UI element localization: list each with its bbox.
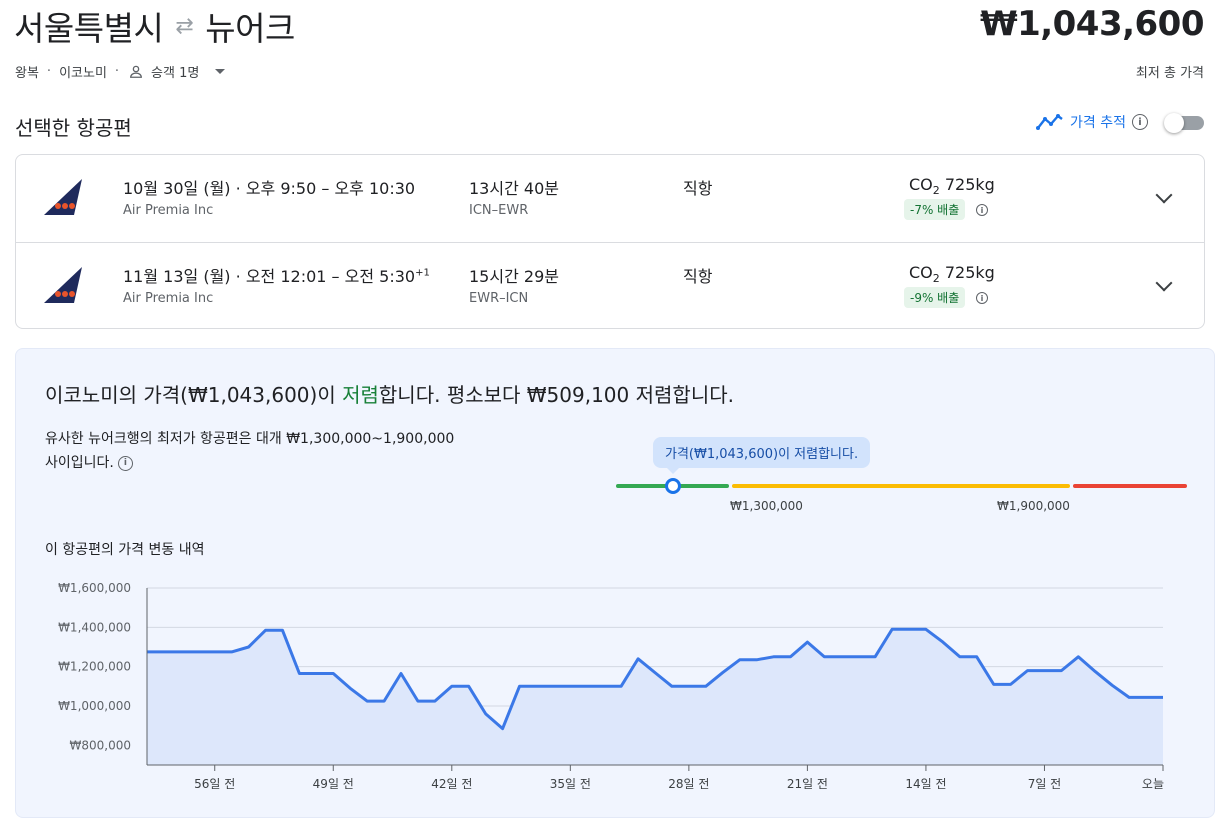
x-tick-label: 오늘 — [1142, 777, 1164, 791]
y-tick-label: ₩1,400,000 — [58, 620, 131, 634]
flight-route: ICN–EWR — [469, 203, 529, 218]
headline-post: 합니다. 평소보다 ₩509,100 저렴합니다. — [378, 383, 734, 407]
x-tick-label: 56일 전 — [194, 777, 235, 791]
emission-badge: -7% 배출 — [904, 199, 966, 220]
selected-flights-title: 선택한 항공편 — [15, 116, 132, 140]
route-title: 서울특별시 ⇄ 뉴어크 — [14, 6, 295, 48]
flight-date: 10월 30일 (월) — [123, 179, 231, 198]
price-tracking: 가격 추적 i — [1036, 112, 1206, 133]
info-icon[interactable]: i — [1132, 114, 1148, 130]
person-icon — [130, 65, 142, 78]
price-band-typical — [732, 484, 1070, 488]
airline-name: Air Premia Inc — [123, 291, 214, 306]
airline-logo-icon — [44, 267, 82, 303]
flight-duration: 15시간 29분 — [469, 267, 559, 286]
price-insight-headline: 이코노미의 가격(₩1,043,600)이 저렴합니다. 평소보다 ₩509,1… — [45, 379, 734, 408]
track-prices-label: 가격 추적 — [1070, 115, 1126, 131]
flight-row-outbound[interactable]: 10월 30일 (월) · 오후 9:50 – 오후 10:30 Air Pre… — [16, 155, 1204, 242]
y-tick-label: ₩1,000,000 — [58, 699, 131, 713]
airline-name: Air Premia Inc — [123, 203, 214, 218]
meta-separator: · — [114, 64, 120, 79]
total-price: ₩1,043,600 — [980, 4, 1204, 44]
desc-line-1: 유사한 뉴어크행의 최저가 항공편은 대개 ₩1,300,000~1,900,0… — [45, 431, 455, 447]
flight-times: 10월 30일 (월) · 오후 9:50 – 오후 10:30 — [123, 175, 415, 199]
trip-meta: 왕복 · 이코노미 · 승객 1명 — [15, 62, 226, 81]
airline-logo-icon — [44, 179, 82, 215]
co2-emissions: CO2 725kg — [909, 175, 995, 197]
price-band-high — [1073, 484, 1187, 488]
y-tick-label: ₩1,200,000 — [58, 660, 131, 674]
band-high-label: ₩1,900,000 — [997, 499, 1070, 513]
headline-pre: 이코노미의 가격(₩1,043,600)이 — [45, 383, 343, 407]
co2-prefix: CO — [909, 263, 933, 282]
trend-line-icon — [1036, 114, 1063, 130]
dropdown-caret-icon — [215, 69, 226, 74]
co2-subscript: 2 — [932, 184, 940, 198]
co2-subscript: 2 — [932, 272, 940, 286]
meta-separator: · — [46, 64, 52, 79]
flight-route: EWR–ICN — [469, 291, 529, 306]
current-price-marker — [665, 478, 681, 494]
emission-badge: -9% 배출 — [904, 287, 966, 308]
price-history-title: 이 항공편의 가격 변동 내역 — [45, 542, 205, 558]
flight-stops: 직항 — [683, 179, 713, 198]
headline-highlight: 저렴 — [342, 383, 379, 407]
co2-emissions: CO2 725kg — [909, 263, 995, 285]
x-tick-label: 21일 전 — [787, 777, 828, 791]
y-tick-label: ₩800,000 — [70, 738, 132, 752]
origin-city[interactable]: 서울특별시 — [14, 9, 164, 48]
x-tick-label: 42일 전 — [431, 777, 472, 791]
x-tick-label: 14일 전 — [905, 777, 946, 791]
flight-row-return[interactable]: 11월 13일 (월) · 오전 12:01 – 오전 5:30+1 Air P… — [16, 242, 1204, 329]
co2-value: 725kg — [939, 175, 995, 194]
flight-stops: 직항 — [683, 267, 713, 286]
band-low-label: ₩1,300,000 — [730, 499, 803, 513]
co2-value: 725kg — [939, 263, 995, 282]
x-tick-label: 7일 전 — [1028, 777, 1062, 791]
y-tick-label: ₩1,600,000 — [58, 581, 131, 595]
total-price-label: 최저 총 가격 — [1135, 66, 1204, 81]
expand-chevron-icon[interactable] — [1155, 186, 1173, 204]
info-icon[interactable]: i — [976, 204, 988, 216]
info-icon[interactable]: i — [117, 455, 133, 471]
expand-chevron-icon[interactable] — [1155, 274, 1173, 292]
cabin-class: 이코노미 — [59, 66, 107, 81]
passenger-count: 승객 1명 — [151, 66, 200, 81]
track-prices-toggle[interactable] — [1164, 113, 1206, 133]
info-icon[interactable]: i — [976, 292, 988, 304]
toggle-knob — [1164, 113, 1184, 133]
price-insight-description: 유사한 뉴어크행의 최저가 항공편은 대개 ₩1,300,000~1,900,0… — [45, 427, 525, 475]
price-history-chart: ₩800,000 ₩1,000,000 ₩1,200,000 ₩1,400,000 ₩1… — [58, 581, 1164, 791]
selected-flights-list: 10월 30일 (월) · 오후 9:50 – 오후 10:30 Air Pre… — [15, 154, 1205, 329]
flight-date: 11월 13일 (월) — [123, 267, 231, 286]
desc-line-2: 사이입니다. i — [45, 451, 525, 475]
plus-day: +1 — [415, 267, 430, 279]
flight-time-range: 오후 9:50 – 오후 10:30 — [245, 179, 416, 198]
flight-separator: · — [235, 179, 241, 198]
swap-arrows-icon[interactable]: ⇄ — [175, 13, 194, 39]
x-tick-label: 49일 전 — [313, 777, 354, 791]
passenger-selector[interactable]: 승객 1명 — [127, 62, 226, 81]
destination-city[interactable]: 뉴어크 — [205, 9, 295, 48]
trip-type: 왕복 — [15, 66, 39, 81]
x-tick-label: 35일 전 — [550, 777, 591, 791]
flight-duration: 13시간 40분 — [469, 179, 559, 198]
co2-prefix: CO — [909, 175, 933, 194]
price-area — [147, 629, 1163, 765]
desc-line-2-text: 사이입니다. — [45, 455, 114, 471]
price-line — [147, 627, 1163, 731]
flight-times: 11월 13일 (월) · 오전 12:01 – 오전 5:30+1 — [123, 263, 430, 287]
x-tick-label: 28일 전 — [668, 777, 709, 791]
price-insight-panel: 이코노미의 가격(₩1,043,600)이 저렴합니다. 평소보다 ₩509,1… — [15, 348, 1215, 818]
flight-time-range: 오전 12:01 – 오전 5:30 — [245, 267, 416, 286]
price-level-bubble: 가격(₩1,043,600)이 저렴합니다. — [653, 437, 871, 474]
flight-separator: · — [235, 267, 241, 286]
